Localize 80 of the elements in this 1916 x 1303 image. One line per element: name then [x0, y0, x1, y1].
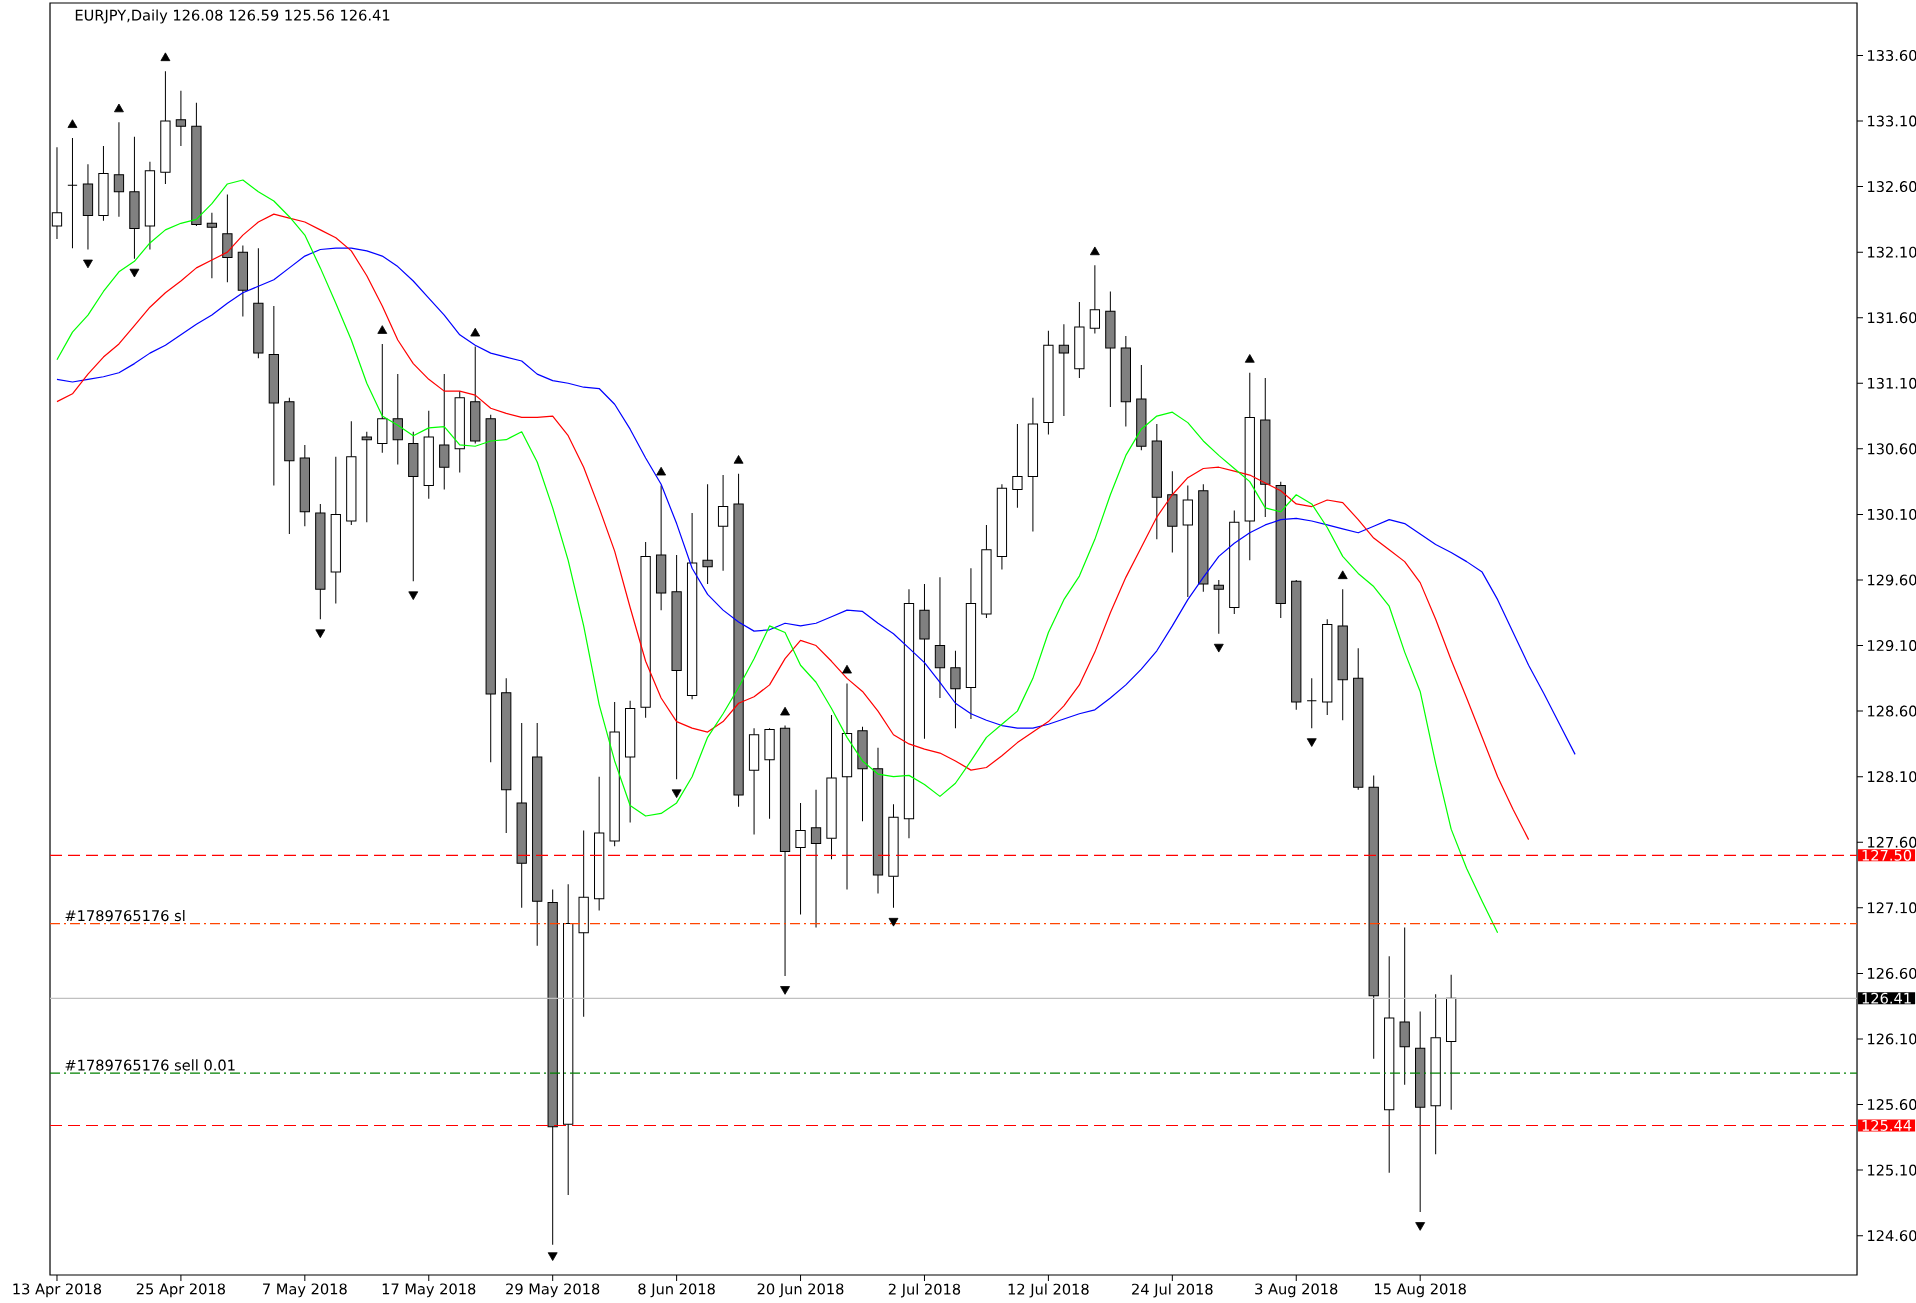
- x-tick-label: 12 Jul 2018: [1008, 1283, 1089, 1298]
- y-tick-label: 124.60: [1868, 1230, 1916, 1242]
- candlestick: [439, 373, 450, 490]
- y-tick-label: 133.60: [1868, 49, 1916, 61]
- point: [780, 706, 790, 716]
- x-tick-label: 15 Aug 2018: [1375, 1283, 1466, 1298]
- line-series: [56, 179, 1499, 934]
- y-tick-label: 126.60: [1868, 967, 1916, 979]
- point: [1415, 1222, 1426, 1231]
- point: [733, 455, 744, 464]
- line-series: [56, 213, 1530, 841]
- y-tick-label: 125.60: [1868, 1099, 1916, 1111]
- point: [1337, 570, 1348, 580]
- point: [114, 103, 124, 113]
- point: [780, 986, 790, 995]
- y-tick-label: 132.10: [1868, 246, 1916, 258]
- candlestick: [702, 483, 713, 585]
- point: [315, 629, 326, 639]
- y-tick-label: 133.10: [1868, 115, 1916, 127]
- x-tick-label: 24 Jul 2018: [1132, 1283, 1213, 1298]
- point: [1244, 354, 1255, 363]
- y-tick-label: 126.10: [1868, 1033, 1916, 1045]
- candlestick: [67, 137, 78, 249]
- x-tick-label: 20 Jun 2018: [757, 1283, 844, 1298]
- point: [160, 52, 171, 62]
- point: [1213, 643, 1224, 653]
- point: [671, 789, 682, 799]
- y-tick-label: 125.10: [1868, 1164, 1916, 1176]
- candlestick: [1012, 423, 1023, 509]
- x-tick-label: 17 May 2018: [382, 1283, 476, 1298]
- y-tick-label: 127.10: [1868, 902, 1916, 914]
- candlestick: [934, 576, 946, 699]
- candlestick: [717, 474, 729, 572]
- point: [1089, 246, 1100, 256]
- candlestick: [361, 431, 372, 523]
- x-tick-label: 25 Apr 2018: [136, 1283, 226, 1298]
- y-tick-label: 129.60: [1868, 574, 1916, 586]
- x-tick-label: 8 Jun 2018: [638, 1283, 715, 1298]
- x-tick-label: 3 Aug 2018: [1255, 1283, 1338, 1298]
- candlestick: [206, 212, 218, 279]
- ref-line-label: 126.41: [1862, 992, 1911, 1004]
- x-tick-label: 2 Jul 2018: [888, 1283, 961, 1298]
- point: [656, 466, 667, 476]
- candlestick: [113, 121, 125, 218]
- point: [842, 664, 852, 674]
- point: [408, 591, 419, 601]
- candlestick: [175, 90, 187, 147]
- candlestick: [810, 789, 822, 928]
- y-tick-label: 128.10: [1868, 771, 1916, 783]
- y-tick-label: 128.60: [1868, 705, 1916, 717]
- point: [377, 325, 388, 334]
- candlestick: [795, 802, 806, 915]
- point: [470, 327, 481, 337]
- y-tick-label: 131.10: [1868, 377, 1916, 389]
- candlestick: [950, 650, 961, 729]
- ref-line-label: 127.50: [1862, 849, 1912, 861]
- point: [1306, 738, 1317, 747]
- y-tick-label: 130.10: [1868, 508, 1916, 520]
- point: [547, 1252, 558, 1261]
- point: [67, 119, 78, 128]
- candlestick: [222, 193, 233, 283]
- y-tick-label: 127.60: [1868, 836, 1916, 848]
- candlestick: [1058, 323, 1070, 417]
- point: [888, 917, 899, 927]
- y-tick-label: 132.60: [1868, 181, 1916, 193]
- ref-line-label: #1789765176 sl: [65, 909, 185, 922]
- y-tick-label: 129.10: [1868, 640, 1916, 652]
- x-tick-label: 13 Apr 2018: [13, 1283, 102, 1298]
- ref-line-label: #1789765176 sell 0.01: [65, 1059, 235, 1071]
- line-series: [56, 247, 1576, 755]
- y-tick-label: 130.60: [1868, 443, 1916, 455]
- chart-title: EURJPY,Daily 126.08 126.59 125.56 126.41: [75, 9, 390, 24]
- x-tick-label: 29 May 2018: [506, 1283, 600, 1298]
- candlestick: [1306, 677, 1317, 729]
- candlestick: [1089, 264, 1101, 334]
- candlestick: [1213, 579, 1224, 635]
- ref-line-label: 125.44: [1862, 1119, 1912, 1131]
- x-tick-label: 7 May 2018: [263, 1283, 347, 1298]
- y-tick-label: 131.60: [1868, 312, 1916, 324]
- candlestick: [392, 373, 403, 466]
